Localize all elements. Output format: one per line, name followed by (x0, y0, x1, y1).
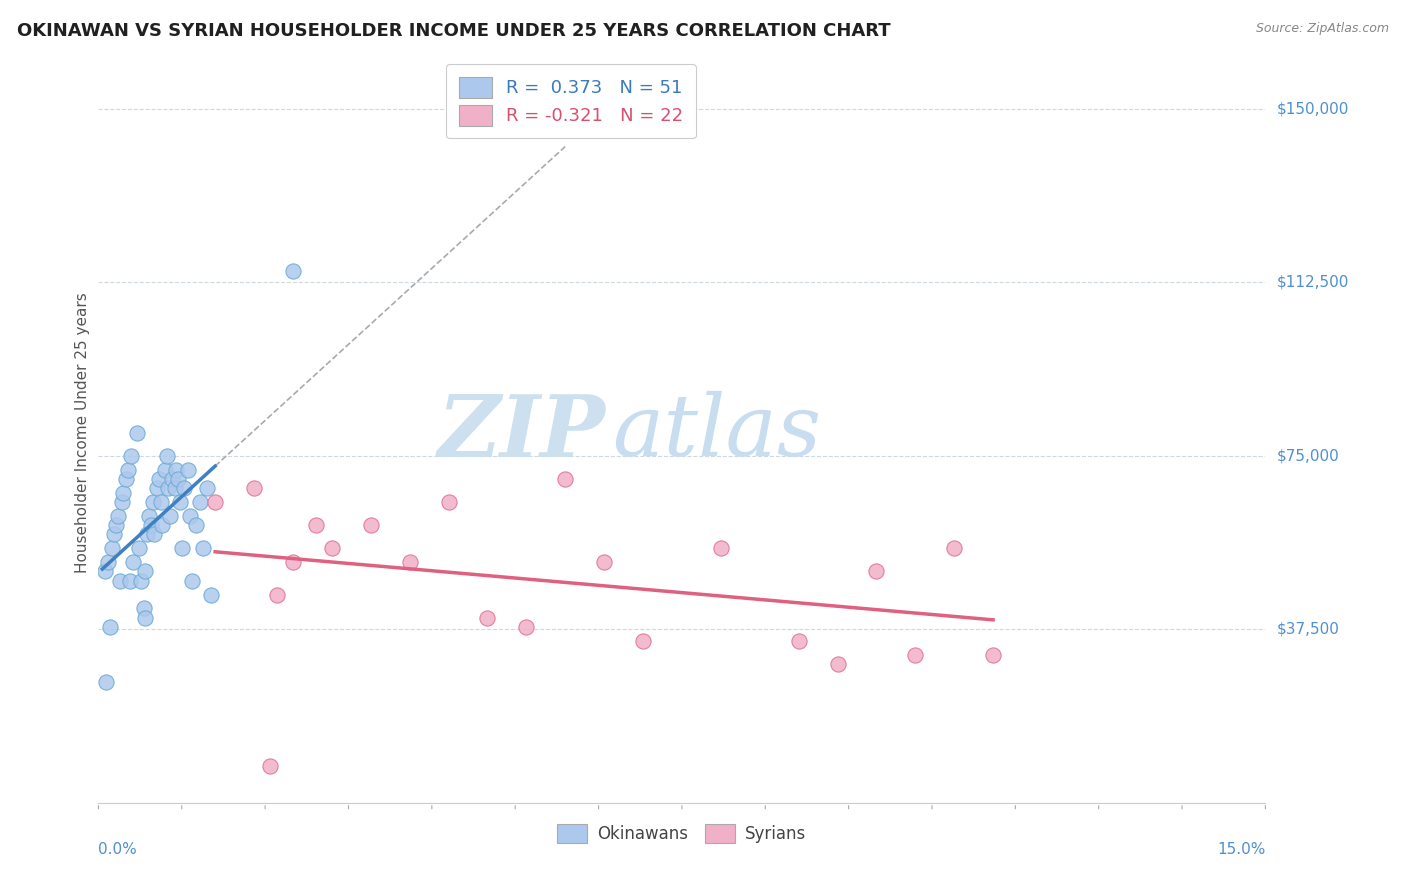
Text: $112,500: $112,500 (1277, 275, 1348, 290)
Point (710, 541, 733, 556)
Text: atlas: atlas (612, 392, 821, 474)
Point (97, 555, 120, 569)
Point (166, 472, 188, 486)
Point (360, 518, 382, 533)
Point (150, 518, 173, 533)
Point (593, 555, 616, 569)
Text: 0.0%: 0.0% (98, 842, 138, 856)
Point (204, 495, 226, 509)
Legend: Okinawans, Syrians: Okinawans, Syrians (551, 817, 813, 850)
Point (165, 462, 187, 476)
Point (107, 508, 129, 523)
Point (141, 518, 163, 533)
Text: $150,000: $150,000 (1277, 101, 1348, 116)
Point (169, 495, 191, 509)
Point (259, 758, 281, 772)
Point (787, 633, 810, 648)
Point (111, 495, 134, 509)
Text: $37,500: $37,500 (1277, 622, 1340, 637)
Point (127, 425, 149, 440)
Text: ZIP: ZIP (439, 391, 606, 475)
Point (177, 462, 200, 476)
Point (477, 610, 499, 624)
Point (134, 565, 156, 579)
Text: OKINAWAN VS SYRIAN HOUSEHOLDER INCOME UNDER 25 YEARS CORRELATION CHART: OKINAWAN VS SYRIAN HOUSEHOLDER INCOME UN… (17, 22, 890, 40)
Point (179, 508, 201, 523)
Text: 15.0%: 15.0% (1218, 842, 1265, 856)
Point (398, 555, 420, 569)
Point (138, 508, 160, 523)
Point (129, 574, 152, 588)
Point (143, 527, 166, 541)
Text: Source: ZipAtlas.com: Source: ZipAtlas.com (1256, 22, 1389, 36)
Point (108, 574, 131, 588)
Point (437, 495, 460, 509)
Point (146, 481, 169, 495)
Point (118, 574, 141, 588)
Point (163, 481, 186, 495)
Point (153, 462, 176, 476)
Point (93, 565, 115, 579)
Point (128, 541, 150, 556)
Point (266, 588, 288, 602)
Point (827, 657, 849, 671)
Point (117, 462, 139, 476)
Point (904, 648, 927, 662)
Point (515, 620, 537, 634)
Point (173, 481, 195, 495)
Point (148, 472, 170, 486)
Point (162, 472, 184, 486)
Point (193, 541, 215, 556)
Point (142, 495, 165, 509)
Point (101, 541, 124, 556)
Y-axis label: Householder Income Under 25 years: Householder Income Under 25 years (75, 293, 90, 573)
Point (159, 508, 181, 523)
Point (281, 263, 304, 277)
Text: $75,000: $75,000 (1277, 449, 1340, 463)
Point (180, 574, 202, 588)
Point (136, 527, 159, 541)
Point (865, 565, 887, 579)
Point (943, 541, 966, 556)
Point (134, 610, 156, 624)
Point (122, 555, 145, 569)
Point (188, 495, 211, 509)
Point (149, 495, 172, 509)
Point (172, 541, 194, 556)
Point (321, 541, 343, 556)
Point (156, 449, 179, 463)
Point (184, 518, 207, 533)
Point (112, 485, 135, 500)
Point (132, 601, 155, 615)
Point (981, 648, 1004, 662)
Point (554, 472, 576, 486)
Point (305, 518, 328, 533)
Point (104, 518, 127, 533)
Point (200, 588, 222, 602)
Point (96, 675, 118, 690)
Point (243, 481, 266, 495)
Point (281, 555, 304, 569)
Point (157, 481, 180, 495)
Point (120, 449, 142, 463)
Point (114, 472, 136, 486)
Point (631, 633, 654, 648)
Point (103, 527, 125, 541)
Point (195, 481, 218, 495)
Point (98, 620, 121, 634)
